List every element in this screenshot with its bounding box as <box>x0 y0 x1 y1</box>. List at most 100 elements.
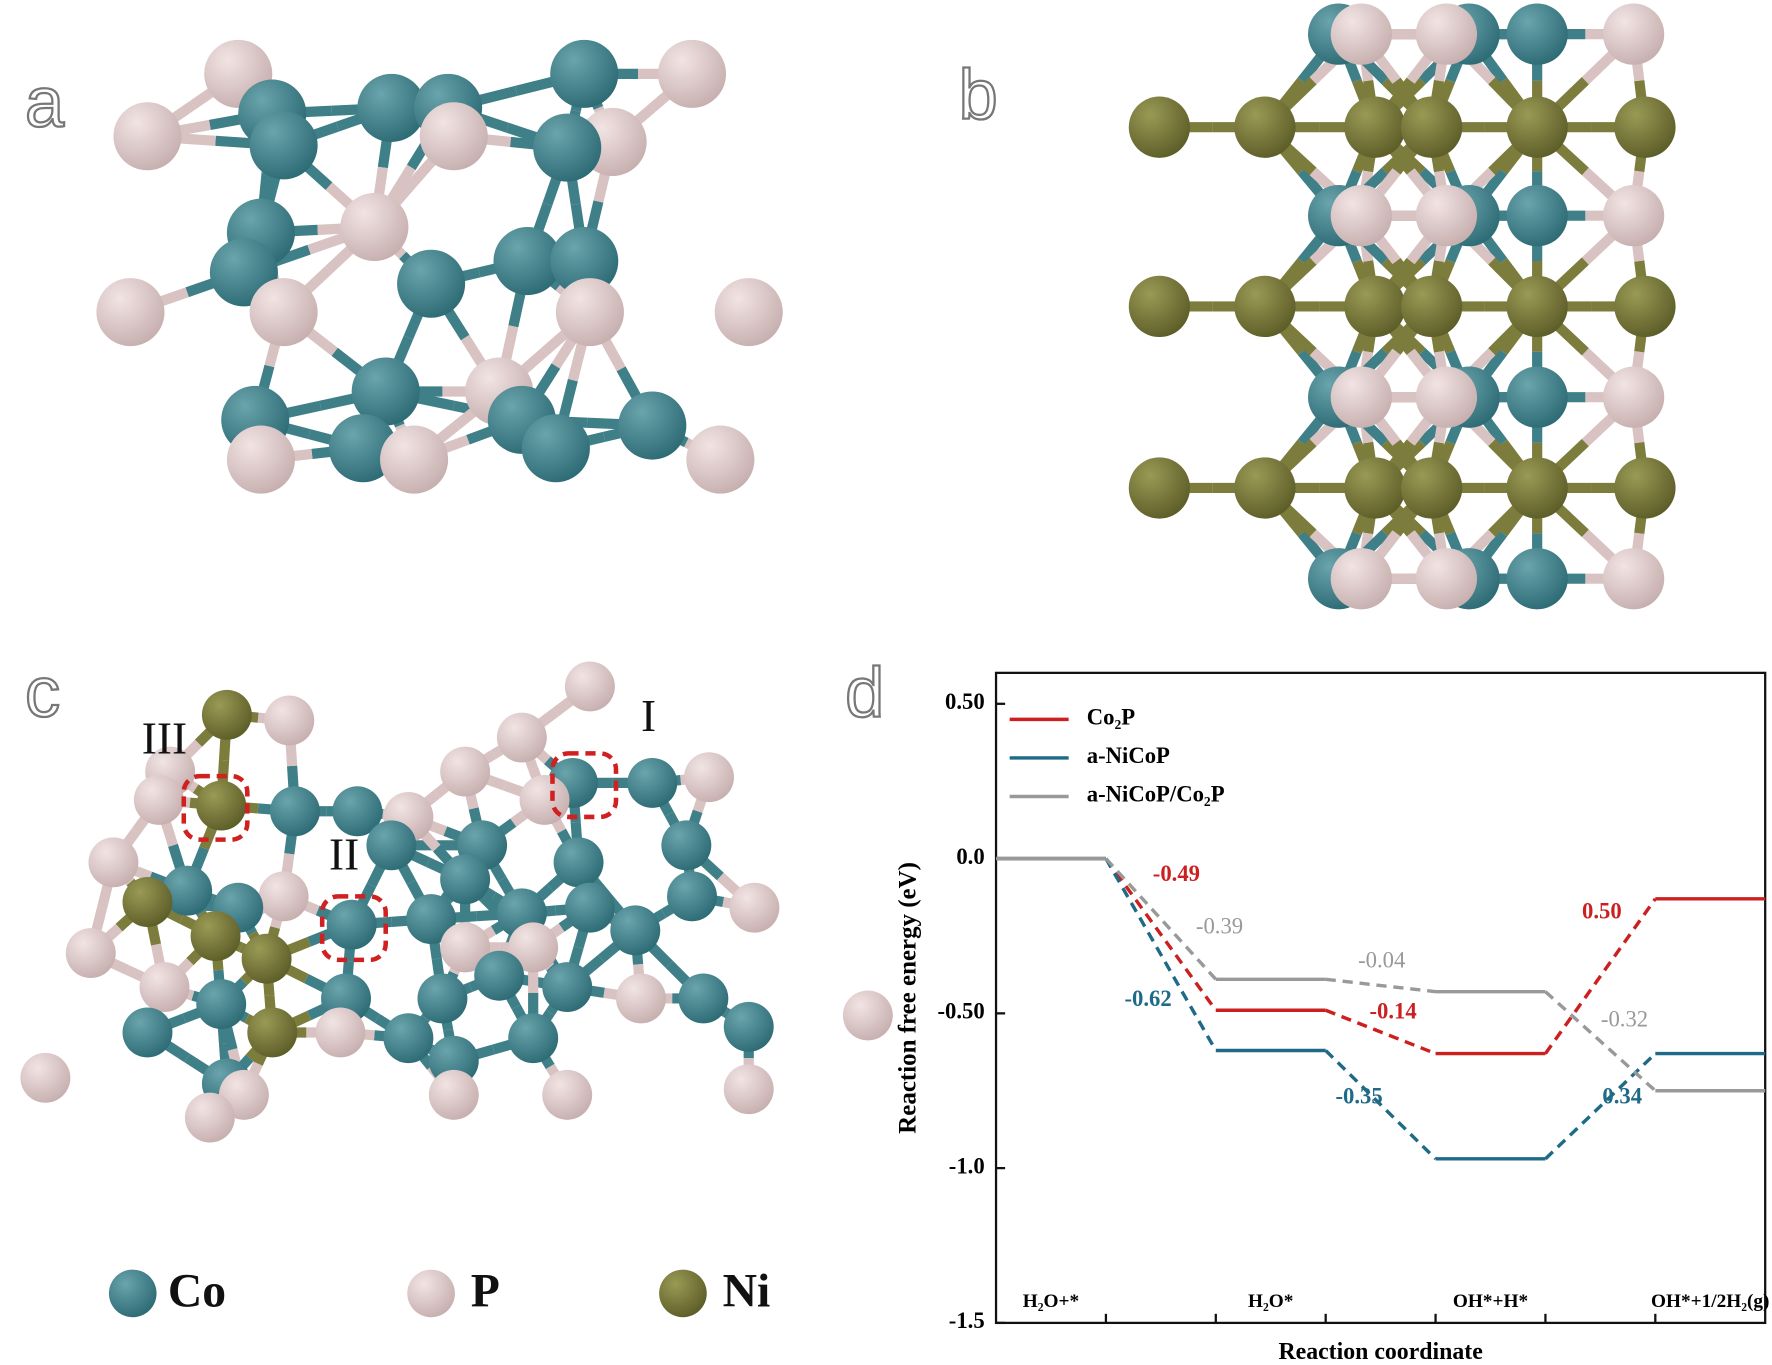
atom <box>20 1052 71 1103</box>
atom <box>1128 275 1191 338</box>
atom <box>1344 96 1406 158</box>
atom <box>842 990 893 1041</box>
atom <box>383 1013 434 1064</box>
transition <box>1325 1008 1437 1056</box>
legend-label: Ni <box>723 1266 771 1318</box>
atom <box>657 39 727 108</box>
atom <box>1234 275 1296 338</box>
atom <box>419 102 488 171</box>
atom <box>550 227 619 296</box>
atom <box>1614 457 1676 519</box>
atom <box>249 111 318 180</box>
site-label: I <box>641 691 656 741</box>
atom <box>1506 457 1568 519</box>
site-label: III <box>142 714 187 764</box>
atom <box>1415 3 1478 65</box>
atom <box>714 278 783 347</box>
step-label: -0.35 <box>1335 1083 1382 1108</box>
atom <box>122 1007 173 1058</box>
atom <box>88 837 139 888</box>
panel-label: b <box>959 55 998 134</box>
structures <box>20 3 1676 1143</box>
x-tick-label: OH*+H* <box>1453 1291 1528 1312</box>
transition <box>1104 857 1218 981</box>
atom <box>553 837 604 888</box>
atom <box>122 877 173 927</box>
atom <box>397 249 466 318</box>
atom <box>264 695 315 746</box>
atom <box>686 425 755 494</box>
atom <box>1614 96 1676 158</box>
atom <box>1128 457 1191 519</box>
atom <box>241 933 292 984</box>
atom <box>542 962 593 1013</box>
site-marker <box>181 773 250 842</box>
atom <box>328 414 398 483</box>
atom <box>440 746 491 797</box>
atom <box>684 752 734 803</box>
step-label: -0.39 <box>1196 913 1243 938</box>
atom <box>1506 275 1568 338</box>
legend-atom <box>659 1269 707 1318</box>
legend-label: Co₂P <box>1087 705 1136 730</box>
atom <box>508 922 559 973</box>
atom <box>1234 96 1296 158</box>
atom <box>555 278 624 347</box>
legend-label: P <box>471 1266 500 1318</box>
atom <box>1401 275 1463 338</box>
atom <box>618 391 687 460</box>
atom <box>440 854 491 905</box>
y-tick-label: -1.0 <box>949 1153 985 1178</box>
atom <box>406 894 457 944</box>
atom <box>661 820 712 871</box>
atom <box>1506 3 1568 65</box>
atom <box>380 425 449 494</box>
atom <box>315 1007 366 1058</box>
transition <box>1544 897 1657 1055</box>
atom <box>1128 96 1191 158</box>
atom <box>366 820 417 871</box>
atom <box>564 661 615 712</box>
atom <box>357 73 426 142</box>
legend-label: a-NiCoP/Co₂P <box>1087 782 1225 807</box>
transition <box>1325 977 1436 994</box>
atom <box>1234 457 1296 519</box>
atom <box>667 871 717 922</box>
atom <box>729 882 780 933</box>
atom <box>627 757 678 808</box>
atom <box>1506 96 1568 158</box>
legend-label: a-NiCoP <box>1087 743 1170 768</box>
atom <box>1415 548 1478 610</box>
atom <box>1401 457 1463 519</box>
atom <box>249 278 318 347</box>
atom <box>1330 366 1392 428</box>
legend-label: Co <box>168 1266 226 1318</box>
atom <box>351 357 420 426</box>
step-label: -0.62 <box>1124 986 1171 1011</box>
atom <box>269 786 320 837</box>
atom <box>564 882 615 933</box>
atom <box>519 774 570 825</box>
atom <box>1602 3 1665 65</box>
atom <box>162 865 213 916</box>
legend-atom <box>108 1269 157 1318</box>
atom <box>226 425 295 494</box>
atom <box>332 786 383 837</box>
atom <box>723 1064 774 1115</box>
atom <box>1330 548 1392 610</box>
step-label: -0.32 <box>1601 1006 1648 1031</box>
transition <box>1104 857 1218 1052</box>
atom <box>440 922 491 973</box>
atom <box>65 928 116 979</box>
y-tick-label: 0.50 <box>945 689 985 714</box>
step-label: 0.34 <box>1602 1083 1642 1108</box>
energy-chart: 0.50 0.0 -0.50 -1.0 -1.5 H₂O+* H₂O* OH*+H* OH*+1… <box>895 671 1769 1365</box>
atom <box>201 689 252 740</box>
site-marker <box>550 751 619 820</box>
site-label: II <box>329 829 359 879</box>
atom <box>542 1069 593 1120</box>
atom <box>247 1007 298 1058</box>
y-tick-label: 0.0 <box>956 844 984 869</box>
atom <box>340 192 409 262</box>
